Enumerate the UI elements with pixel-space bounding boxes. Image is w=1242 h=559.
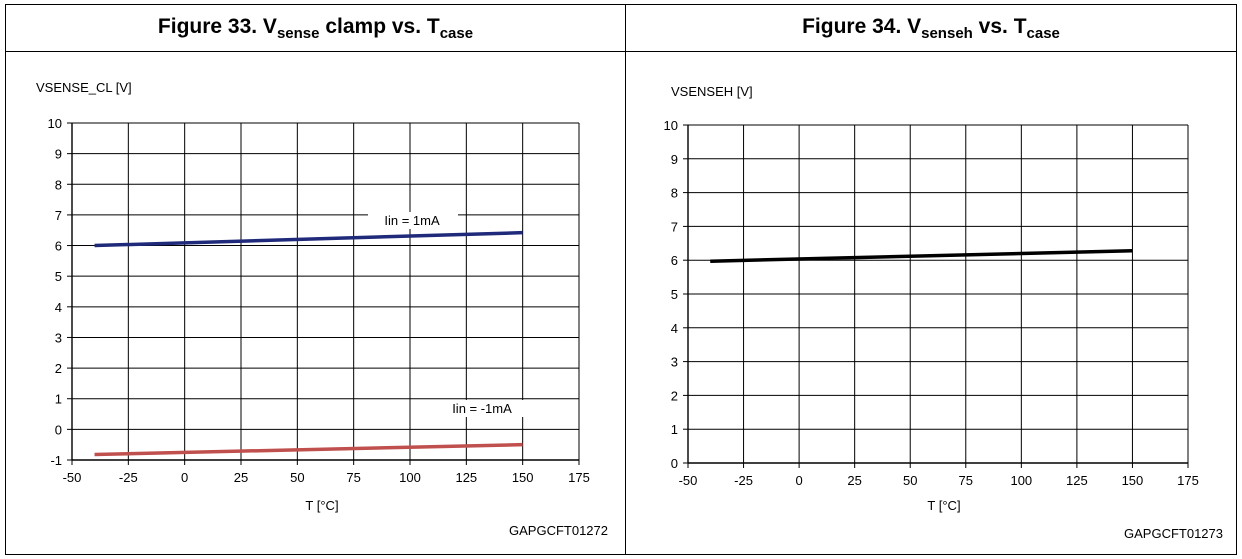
plot-area: -50 -25 0 25 50 75 100 125 150 175 0 1 2 3 4 5 6 7 8 9 10 (664, 118, 1199, 488)
x-tick-label: 0 (795, 473, 802, 488)
x-tick-label: 50 (903, 473, 917, 488)
figure-34-title-bar: Figure 34. Vsenseh vs. Tcase (626, 5, 1236, 52)
x-tick-label: 125 (455, 470, 477, 485)
y-tick-label: 9 (55, 147, 62, 162)
x-axis-label: T [°C] (927, 498, 960, 513)
y-axis-label: VSENSEH [V] (671, 84, 753, 99)
y-tick-label: 7 (55, 208, 62, 223)
series-annotation: Iin = -1mA (452, 401, 512, 416)
figure-33-title: Figure 33. Vsense clamp vs. Tcase (157, 15, 474, 42)
x-tick-label: 50 (290, 470, 304, 485)
x-tick-label: 25 (847, 473, 861, 488)
x-tick-label: 75 (959, 473, 973, 488)
y-tick-label: 4 (671, 321, 678, 336)
series-annotation: Iin = 1mA (384, 213, 440, 228)
y-tick-label: 6 (55, 239, 62, 254)
x-tick-label: 100 (1010, 473, 1032, 488)
plot-area: -50 -25 0 25 50 75 100 125 150 175 -1 0 1 2 3 4 5 6 7 8 9 10 I… (48, 116, 590, 485)
y-tick-label: 0 (671, 456, 678, 471)
figure-code: GAPGCFT01272 (509, 523, 608, 538)
y-tick-label: 2 (671, 388, 678, 403)
figure-frame: Figure 33. Vsense clamp vs. Tcase VSENSE… (5, 4, 1237, 555)
y-tick-label: 4 (55, 300, 62, 315)
figure-34-title: Figure 34. Vsenseh vs. Tcase (802, 15, 1060, 42)
x-tick-label: 175 (1177, 473, 1199, 488)
y-tick-label: 5 (671, 287, 678, 302)
y-tick-label: 0 (55, 422, 62, 437)
x-tick-label: 25 (234, 470, 248, 485)
x-tick-label: 100 (399, 470, 421, 485)
y-tick-label: 1 (55, 392, 62, 407)
x-tick-label: 0 (181, 470, 188, 485)
annotation-background (368, 212, 458, 229)
figure-33-panel: Figure 33. Vsense clamp vs. Tcase VSENSE… (6, 5, 625, 554)
y-tick-label: 3 (671, 355, 678, 370)
x-tick-label: -25 (119, 470, 138, 485)
series-line (710, 248, 1133, 263)
x-tick-label: 75 (346, 470, 360, 485)
x-tick-label: 150 (1122, 473, 1144, 488)
y-tick-label: 8 (55, 177, 62, 192)
y-tick-label: 1 (671, 422, 678, 437)
x-tick-label: 125 (1066, 473, 1088, 488)
y-tick-label: 6 (671, 253, 678, 268)
x-tick-label: -25 (734, 473, 753, 488)
y-tick-label: 9 (671, 152, 678, 167)
y-tick-label: 3 (55, 330, 62, 345)
x-tick-label: 150 (512, 470, 534, 485)
figure-33-chart: VSENSE_CL [V] T [°C] GAPGCFT01272 -50 -25… (36, 80, 608, 538)
y-tick-label: 10 (48, 116, 62, 131)
y-tick-label: 8 (671, 186, 678, 201)
y-tick-label: 2 (55, 361, 62, 376)
series-line (94, 230, 523, 248)
y-tick-label: 10 (664, 118, 678, 133)
x-tick-label: -50 (679, 473, 698, 488)
series-line (94, 442, 523, 457)
y-axis-label: VSENSE_CL [V] (36, 80, 132, 95)
figure-34-chart: VSENSEH [V] T [°C] GAPGCFT01273 -50 -25 0 2… (664, 84, 1223, 541)
y-tick-label: -1 (50, 453, 62, 468)
x-axis-label: T [°C] (305, 498, 338, 513)
y-tick-label: 5 (55, 269, 62, 284)
annotation-background (438, 400, 528, 417)
figure-33-title-bar: Figure 33. Vsense clamp vs. Tcase (6, 5, 625, 52)
x-tick-label: 175 (568, 470, 590, 485)
figure-34-panel: Figure 34. Vsenseh vs. Tcase VSENSEH [V]… (625, 5, 1236, 554)
y-tick-label: 7 (671, 219, 678, 234)
x-tick-label: -50 (63, 470, 82, 485)
figure-code: GAPGCFT01273 (1124, 526, 1223, 541)
